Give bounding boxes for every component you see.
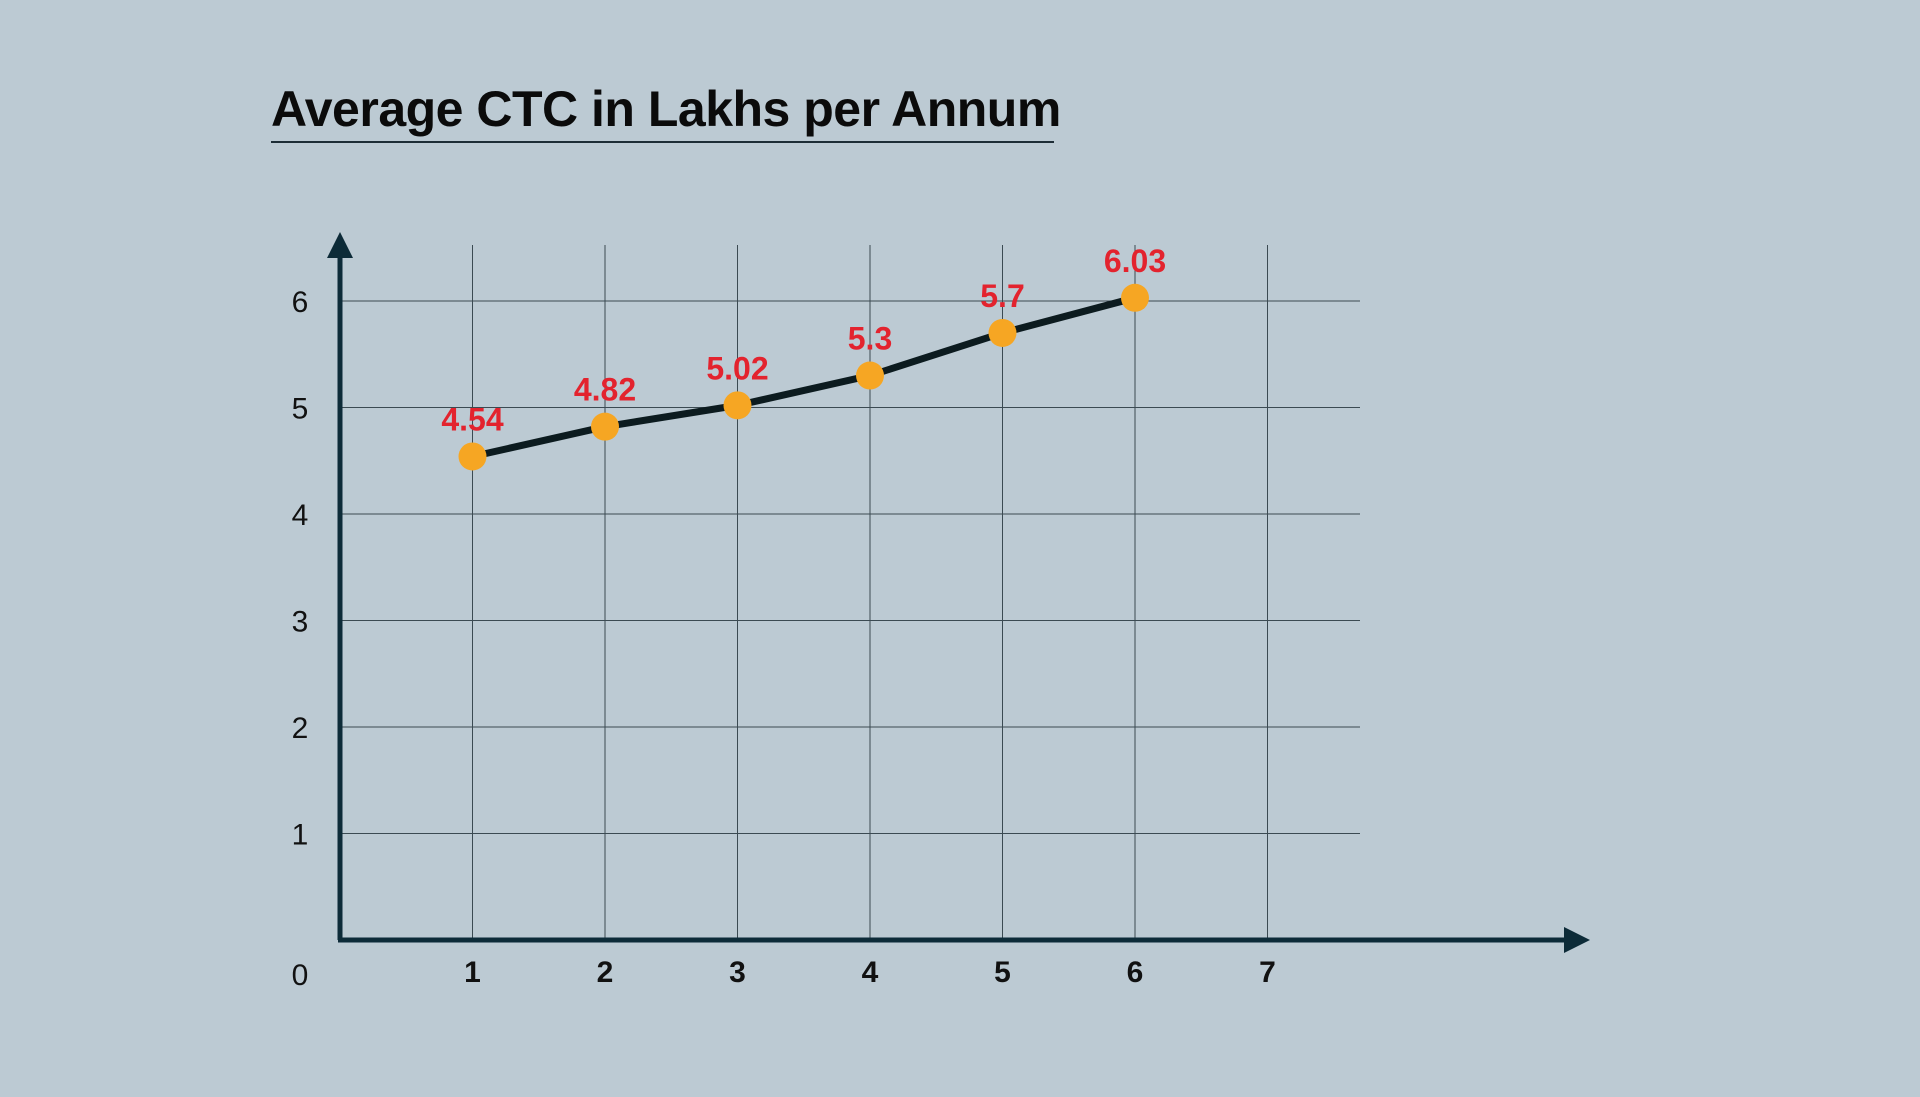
- x-tick-label: 3: [729, 956, 746, 989]
- x-tick-label: 1: [464, 956, 481, 989]
- data-labels: 4.54 4.82 5.02 5.3 5.7 6.03: [441, 243, 1166, 438]
- x-tick-label: 4: [862, 956, 879, 989]
- y-tick-label: 2: [292, 712, 309, 745]
- x-tick-label: 7: [1259, 956, 1276, 989]
- data-point-marker: [856, 361, 884, 390]
- axes: [327, 232, 1590, 953]
- data-label: 5.7: [980, 278, 1024, 314]
- data-markers: [458, 283, 1149, 471]
- data-point-marker: [723, 391, 752, 420]
- x-tick-label: 5: [994, 956, 1011, 989]
- data-point-marker: [1121, 283, 1149, 312]
- x-tick-label: 2: [597, 956, 614, 989]
- data-label: 6.03: [1104, 243, 1166, 279]
- y-tick-label: 5: [292, 393, 309, 426]
- y-tick-labels: 0 1 2 3 4 5 6: [292, 286, 309, 992]
- x-axis-arrow-icon: [1564, 927, 1590, 953]
- chart-title: Average CTC in Lakhs per Annum: [271, 81, 1061, 137]
- data-label: 5.3: [848, 321, 892, 357]
- data-point-marker: [988, 318, 1017, 347]
- y-tick-label: 1: [292, 819, 309, 852]
- y-tick-label: 0: [292, 959, 309, 992]
- data-point-marker: [458, 442, 487, 471]
- y-axis-arrow-icon: [327, 232, 353, 258]
- title-underline: [271, 141, 1054, 143]
- series-line: [469, 294, 1139, 460]
- y-tick-label: 6: [292, 286, 309, 319]
- y-tick-label: 3: [292, 606, 309, 639]
- data-point-marker: [591, 412, 619, 441]
- y-tick-label: 4: [292, 499, 309, 532]
- grid-lines: [340, 245, 1360, 940]
- x-tick-label: 6: [1127, 956, 1144, 989]
- data-label: 5.02: [706, 350, 768, 386]
- data-label: 4.54: [441, 401, 503, 437]
- x-tick-labels: 1 2 3 4 5 6 7: [464, 956, 1276, 989]
- data-label: 4.82: [574, 372, 636, 408]
